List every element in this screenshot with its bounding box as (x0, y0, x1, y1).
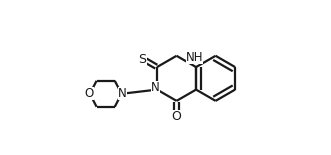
Text: N: N (118, 87, 127, 100)
Text: N: N (151, 81, 160, 94)
Text: O: O (84, 87, 94, 100)
Text: NH: NH (186, 51, 203, 64)
Text: O: O (171, 110, 181, 123)
Text: S: S (139, 53, 147, 66)
